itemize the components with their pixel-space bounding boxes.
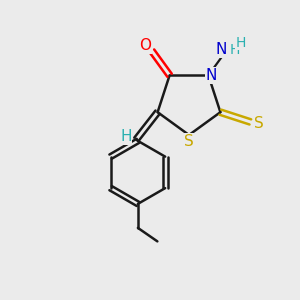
Text: N: N <box>216 42 227 57</box>
Text: H: H <box>229 43 240 56</box>
Text: O: O <box>140 38 152 53</box>
Text: N: N <box>206 68 217 83</box>
Text: S: S <box>184 134 194 149</box>
Text: S: S <box>254 116 264 131</box>
Text: H: H <box>235 36 246 50</box>
Text: H: H <box>120 129 132 144</box>
